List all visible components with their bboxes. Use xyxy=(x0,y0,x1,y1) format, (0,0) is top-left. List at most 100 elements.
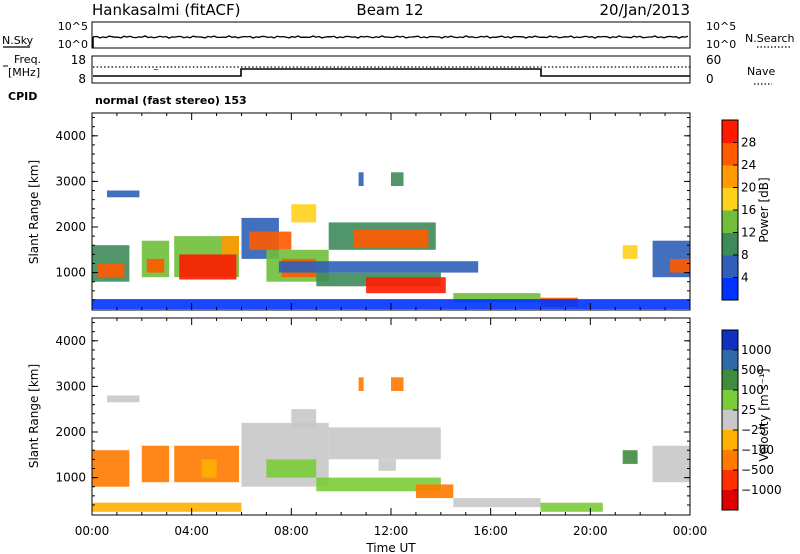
scatter-region-1 xyxy=(97,263,125,278)
nsky-tick-top: 10^5 xyxy=(58,20,88,33)
colorbar-swatch xyxy=(722,470,738,491)
xtick-label: 04:00 xyxy=(174,524,209,538)
ytick-label: 4000 xyxy=(55,334,86,348)
scatter-region-3 xyxy=(146,258,165,273)
colorbar-tick-label: −25 xyxy=(741,423,766,437)
colorbar-tick-label: 20 xyxy=(741,181,756,195)
velocity-colorbar: 1000 500 100 25 −25 −100 −500 −1000 xyxy=(721,329,782,511)
colorbar-swatch xyxy=(722,410,738,431)
colorbar-swatch xyxy=(722,165,738,188)
colorbar-swatch xyxy=(722,210,738,233)
colorbar-swatch xyxy=(722,430,738,451)
scatter-region-13 xyxy=(540,502,603,512)
colorbar-tick-label: 12 xyxy=(741,226,756,240)
colorbar-swatch xyxy=(722,120,738,143)
colorbar-frame xyxy=(721,329,739,511)
colorbar-tick-label: 500 xyxy=(741,363,764,377)
scatter-region-12 xyxy=(453,498,541,508)
nave-label: Nave xyxy=(747,65,775,78)
xtick-label: 16:00 xyxy=(473,524,508,538)
freq-trace xyxy=(93,68,690,77)
scatter-region-1 xyxy=(141,445,170,483)
scatter-region-12 xyxy=(291,204,317,223)
velocity-xticks: 00:00 04:00 08:00 12:00 16:00 20:00 00:00 xyxy=(75,318,708,538)
xtick-label: 12:00 xyxy=(374,524,409,538)
colorbar-swatch xyxy=(722,330,738,351)
colorbar-tick-label: −500 xyxy=(741,463,774,477)
ytick-label: 1000 xyxy=(55,266,86,280)
ytick-label: 1000 xyxy=(55,471,86,485)
colorbar-tick-label: 25 xyxy=(741,403,756,417)
xtick-label: 00:00 xyxy=(673,524,708,538)
scatter-region-18 xyxy=(92,502,242,512)
xtick-label: 20:00 xyxy=(573,524,608,538)
velocity-ylabel: Slant Range [km] xyxy=(27,364,41,468)
scatter-region-6 xyxy=(221,236,239,255)
beam-title: Beam 12 xyxy=(356,1,423,19)
scatter-region-17 xyxy=(391,377,404,391)
scatter-region-16 xyxy=(358,377,364,391)
scatter-region-7 xyxy=(291,409,317,428)
colorbar-swatch xyxy=(722,450,738,471)
ytick-label: 2000 xyxy=(55,220,86,234)
colorbar-tick-label: −100 xyxy=(741,443,774,457)
scatter-region-14 xyxy=(353,229,429,248)
colorbar-swatch xyxy=(722,490,738,511)
colorbar-swatch xyxy=(722,187,738,211)
scatter-region-5 xyxy=(179,254,237,280)
power-ylabel: Slant Range [km] xyxy=(27,160,41,264)
scatter-region-6 xyxy=(266,459,317,478)
scatter-region-22 xyxy=(670,258,690,273)
velocity-yticks: 1000 2000 3000 4000 xyxy=(55,322,690,506)
nsearch-label: N.Search xyxy=(745,32,795,45)
scatter-region-9 xyxy=(316,477,441,492)
colorbar-tick-label: 28 xyxy=(741,136,756,150)
scatter-region-9 xyxy=(249,231,292,250)
power-regions xyxy=(92,172,690,310)
ytick-label: 4000 xyxy=(55,129,86,143)
power-colorbar-label: Power [dB] xyxy=(757,177,771,242)
nave-tick-top: 60 xyxy=(706,53,721,67)
date-title: 20/Jan/2013 xyxy=(600,1,691,19)
ytick-label: 2000 xyxy=(55,425,86,439)
scatter-region-4 xyxy=(107,395,140,403)
ytick-label: 3000 xyxy=(55,379,86,393)
colorbar-tick-label: 1000 xyxy=(741,343,772,357)
colorbar-swatch xyxy=(722,232,738,256)
colorbar-swatch xyxy=(722,350,738,371)
nsearch-tick-bottom: 10^0 xyxy=(706,38,736,51)
nsearch-tick-top: 10^5 xyxy=(706,20,736,33)
scatter-region-24 xyxy=(391,172,404,186)
scatter-region-3 xyxy=(201,459,217,478)
cpid-value: normal (fast stereo) 153 xyxy=(95,94,247,107)
power-heatmap-panel: 1000 2000 3000 4000 xyxy=(55,112,691,311)
freq-label-line1: Freq. xyxy=(14,53,41,66)
colorbar-tick-label: 8 xyxy=(741,248,749,262)
nsky-trace xyxy=(92,35,689,39)
scatter-region-15 xyxy=(652,445,690,483)
scatter-region-17 xyxy=(278,261,479,273)
freq-tick-bottom: 8 xyxy=(78,72,86,86)
colorbar-tick-label: 24 xyxy=(741,158,756,172)
velocity-heatmap-panel: 1000 2000 3000 4000 00:00 04:00 08:00 12:00 16:… xyxy=(55,317,708,538)
xtick-label: 00:00 xyxy=(75,524,110,538)
nsky-label: N.Sky xyxy=(2,34,34,47)
scatter-region-16 xyxy=(366,277,446,294)
colorbar-swatch xyxy=(722,277,738,301)
colorbar-swatch xyxy=(722,390,738,411)
station-title: Hankasalmi (fitACF) xyxy=(92,1,240,19)
scatter-region-20 xyxy=(622,245,638,259)
cpid-label: CPID xyxy=(8,90,37,103)
colorbar-swatch xyxy=(722,255,738,278)
colorbar-tick-label: 100 xyxy=(741,383,764,397)
colorbar-swatch xyxy=(722,370,738,391)
freq-spike-mark: ~ xyxy=(153,66,159,74)
nsky-strip-frame xyxy=(91,21,691,49)
power-xtickmarks xyxy=(91,113,691,310)
scatter-region-23 xyxy=(358,172,364,186)
nave-tick-bottom: 0 xyxy=(706,72,714,86)
colorbar-tick-label: 4 xyxy=(741,271,749,285)
time-axis-label: Time UT xyxy=(365,541,416,554)
scatter-region-0 xyxy=(92,450,130,487)
